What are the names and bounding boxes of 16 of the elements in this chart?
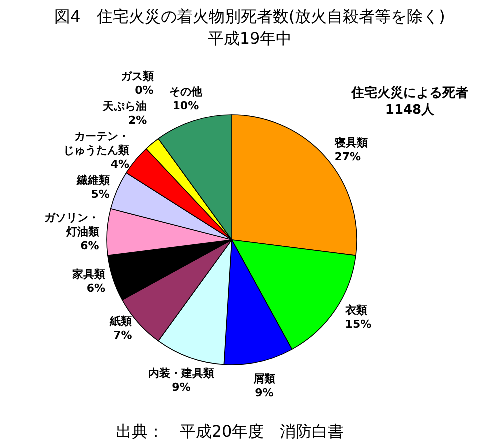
label: ガソリン・灯油類 6%	[44, 212, 100, 253]
annotation: 住宅火災による死者 1148人	[352, 86, 468, 118]
subtitle: 平成19年中	[208, 29, 292, 48]
label: 天ぷら油 2%	[103, 100, 148, 128]
label: ガス類 0%	[120, 70, 154, 98]
label: その他 10%	[169, 85, 202, 112]
label: 繊維類 5%	[76, 174, 110, 202]
source: 出典： 平成20年度 消防白書	[116, 422, 344, 441]
label: 内装・建具類 9%	[148, 367, 215, 394]
title: 図4 住宅火災の着火物別死者数(放火自殺者等を除く)	[54, 7, 446, 26]
label: 屑類 9%	[254, 372, 276, 400]
label: 寝具類 27%	[334, 136, 368, 164]
label: 衣類 15%	[345, 304, 372, 331]
label: 紙類 7%	[110, 314, 132, 342]
label: 家具類 6%	[72, 268, 106, 296]
label: カーテン・じゅうたん類 4%	[64, 130, 130, 172]
